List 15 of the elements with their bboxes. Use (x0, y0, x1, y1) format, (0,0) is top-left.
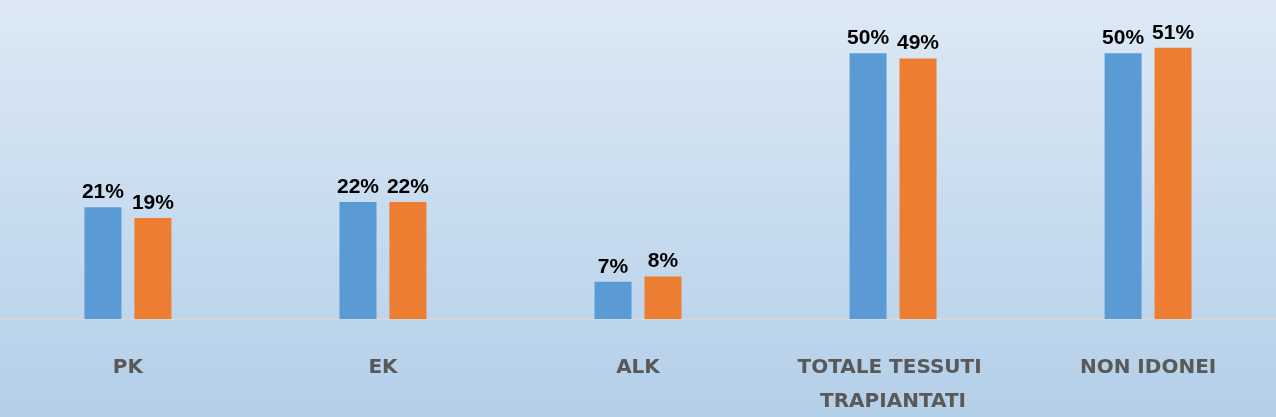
data-label: 19% (131, 189, 175, 213)
data-label: 51% (1152, 19, 1195, 43)
data-label: 49% (897, 30, 940, 54)
x-tick-label: EK (368, 354, 400, 378)
data-label: 21% (81, 179, 125, 203)
x-tick-label: TOTALE TESSUTI TRAPIANTATI (797, 354, 989, 412)
data-label: 8% (647, 248, 679, 272)
data-label: 50% (1102, 25, 1145, 49)
x-tick-label: PK (112, 354, 145, 378)
data-label: 7% (597, 253, 629, 277)
data-label: 22% (386, 174, 430, 198)
x-tick-label: NON IDONEI (1079, 354, 1217, 378)
x-tick-label: ALK (616, 354, 662, 378)
data-label: 22% (336, 174, 380, 198)
data-label: 50% (847, 25, 890, 49)
